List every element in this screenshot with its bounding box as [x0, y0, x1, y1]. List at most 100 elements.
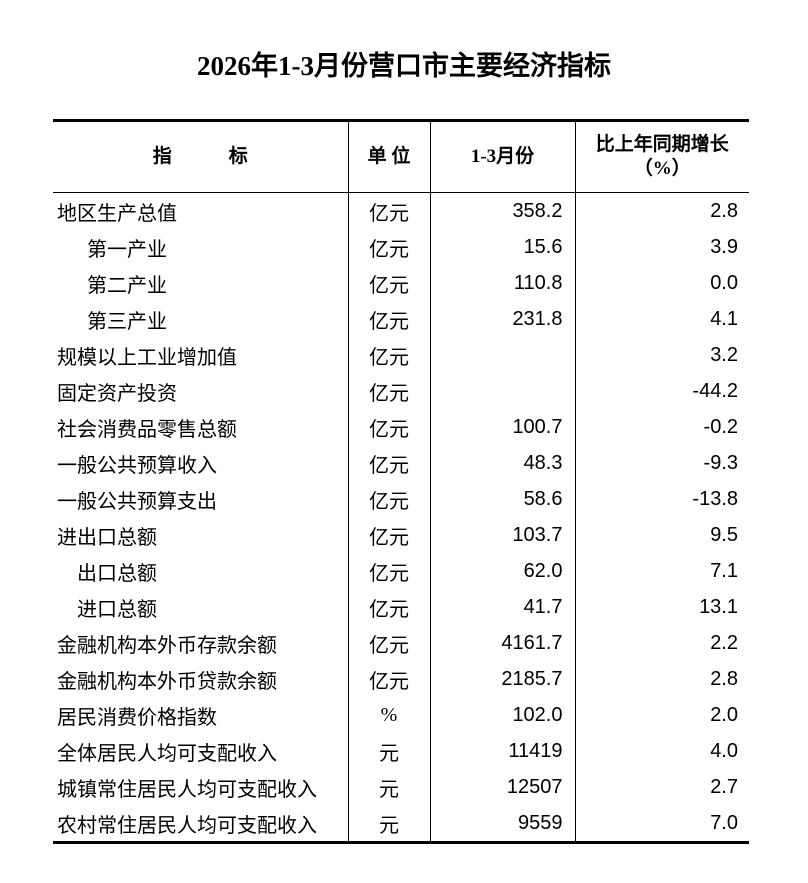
- table-cell: 0.0: [574, 265, 749, 301]
- table-cell: 社会消费品零售总额: [57, 418, 237, 441]
- table-cell: 亿元: [347, 337, 430, 373]
- table-cell: 城镇常住居民人均可支配收入: [57, 778, 317, 801]
- table-cell: 58.6: [429, 481, 575, 517]
- table-row: 金融机构本外币存款余额 亿元 4161.7 2.2: [53, 625, 749, 661]
- table-cell: 13.1: [574, 589, 749, 625]
- table-cell: 亿元: [347, 373, 430, 409]
- table-cell: 100.7: [429, 409, 575, 445]
- table-cell: 第二产业: [87, 274, 167, 297]
- table-cell: 全体居民人均可支配收入: [57, 742, 277, 765]
- table-row: 进口总额 亿元 41.7 13.1: [53, 589, 749, 625]
- table-cell: %: [347, 697, 430, 733]
- table-row: 规模以上工业增加值 亿元 3.2: [53, 337, 749, 373]
- table-cell: 亿元: [347, 301, 430, 337]
- table-cell: 亿元: [347, 409, 430, 445]
- table-row: 第三产业 亿元 231.8 4.1: [53, 301, 749, 337]
- table-row: 一般公共预算收入 亿元 48.3 -9.3: [53, 445, 749, 481]
- table-cell: 12507: [429, 769, 575, 805]
- table-cell: 亿元: [347, 481, 430, 517]
- table-cell: 元: [347, 733, 430, 769]
- table-row: 地区生产总值 亿元 358.2 2.8: [53, 192, 749, 229]
- header-row: 指 标 单 位 1-3月份 比上年同期增长 （%）: [53, 120, 749, 193]
- table-cell: 亿元: [347, 229, 430, 265]
- title: 2026年1-3月份营口市主要经济指标: [197, 51, 611, 81]
- table-cell: 15.6: [429, 229, 575, 265]
- table-row: 进出口总额 亿元 103.7 9.5: [53, 517, 749, 553]
- header-line: 比上年同期增长: [595, 134, 729, 155]
- table-row: 全体居民人均可支配收入 元 11419 4.0: [53, 733, 749, 769]
- table-cell: 7.0: [574, 805, 749, 843]
- table-cell: 金融机构本外币存款余额: [57, 634, 277, 657]
- table-cell: 2.0: [574, 697, 749, 733]
- table-cell: 9.5: [574, 517, 749, 553]
- table-cell: 41.7: [429, 589, 575, 625]
- table-cell: 亿元: [347, 661, 430, 697]
- table-cell: -0.2: [574, 409, 749, 445]
- table-cell: 一般公共预算收入: [57, 454, 217, 477]
- indicator-table: 指 标 单 位 1-3月份 比上年同期增长 （%） 地区生产总值 亿元 358.2 2…: [53, 119, 749, 844]
- table-cell: 亿元: [347, 625, 430, 661]
- table-row: 城镇常住居民人均可支配收入 元 12507 2.7: [53, 769, 749, 805]
- table-cell: 亿元: [347, 553, 430, 589]
- table-cell: 62.0: [429, 553, 575, 589]
- table-cell: 3.2: [574, 337, 749, 373]
- table-cell: 2.7: [574, 769, 749, 805]
- table-row: 第一产业 亿元 15.6 3.9: [53, 229, 749, 265]
- table-cell: -9.3: [574, 445, 749, 481]
- table-cell: 金融机构本外币贷款余额: [57, 670, 277, 693]
- table-cell: 亿元: [347, 265, 430, 301]
- table-cell: 4.0: [574, 733, 749, 769]
- table-row: 居民消费价格指数% 102.0 2.0: [53, 697, 749, 733]
- table-cell: 规模以上工业增加值: [57, 346, 237, 369]
- table-cell: 进出口总额: [57, 526, 157, 549]
- table-cell: 4161.7: [429, 625, 575, 661]
- table-cell: 元: [347, 805, 430, 843]
- table-cell: 2.2: [574, 625, 749, 661]
- table-cell: 3.9: [574, 229, 749, 265]
- table-cell: 110.8: [429, 265, 575, 301]
- table-cell: 11419: [429, 733, 575, 769]
- table-cell: 2.8: [574, 192, 749, 229]
- header-cell: 1-3月份: [429, 120, 575, 193]
- table-cell: 一般公共预算支出: [57, 490, 217, 513]
- table-cell: 102.0: [429, 697, 575, 733]
- table-cell: 固定资产投资: [57, 382, 177, 405]
- table-cell: 9559: [429, 805, 575, 843]
- table-cell: 103.7: [429, 517, 575, 553]
- table-cell: 4.1: [574, 301, 749, 337]
- table-cell: 48.3: [429, 445, 575, 481]
- table-cell: 231.8: [429, 301, 575, 337]
- table-row: 第二产业 亿元 110.8 0.0: [53, 265, 749, 301]
- table-row: 出口总额 亿元 62.0 7.1: [53, 553, 749, 589]
- table-cell: 第一产业: [87, 238, 167, 261]
- table-cell: -44.2: [574, 373, 749, 409]
- table-cell: 亿元: [347, 445, 430, 481]
- table-cell: 亿元: [347, 192, 430, 229]
- table-cell: 元: [347, 769, 430, 805]
- table-row: 固定资产投资 亿元 -44.2: [53, 373, 749, 409]
- table-cell: 进口总额: [77, 598, 157, 621]
- header-line: （%）: [633, 158, 691, 179]
- header-cell: 单 位: [347, 120, 430, 193]
- table-cell: 亿元: [347, 517, 430, 553]
- table-cell: 地区生产总值: [57, 202, 177, 225]
- table-cell: 2185.7: [429, 661, 575, 697]
- header-cell: 比上年同期增长 （%）: [574, 120, 749, 193]
- table-row: 农村常住居民人均可支配收入 元 9559 7.0: [53, 805, 749, 843]
- table-row: 社会消费品零售总额 亿元 100.7 -0.2: [53, 409, 749, 445]
- table-cell: 第三产业: [87, 310, 167, 333]
- table-cell: [429, 373, 575, 409]
- table-cell: [429, 337, 575, 373]
- table-cell: 7.1: [574, 553, 749, 589]
- table-cell: 居民消费价格指数: [57, 706, 217, 729]
- table-cell: 亿元: [347, 589, 430, 625]
- table-cell: 出口总额: [77, 562, 157, 585]
- table-row: 金融机构本外币贷款余额 亿元 2185.7 2.8: [53, 661, 749, 697]
- table-cell: 农村常住居民人均可支配收入: [57, 814, 317, 837]
- header-cell: 指 标: [53, 120, 348, 193]
- table-body: 地区生产总值 亿元 358.2 2.8 第一产业 亿元 15.6 3.9 第二产业 亿元 110.8…: [53, 192, 749, 843]
- table-cell: 358.2: [429, 192, 575, 229]
- table-cell: 2.8: [574, 661, 749, 697]
- table-cell: -13.8: [574, 481, 749, 517]
